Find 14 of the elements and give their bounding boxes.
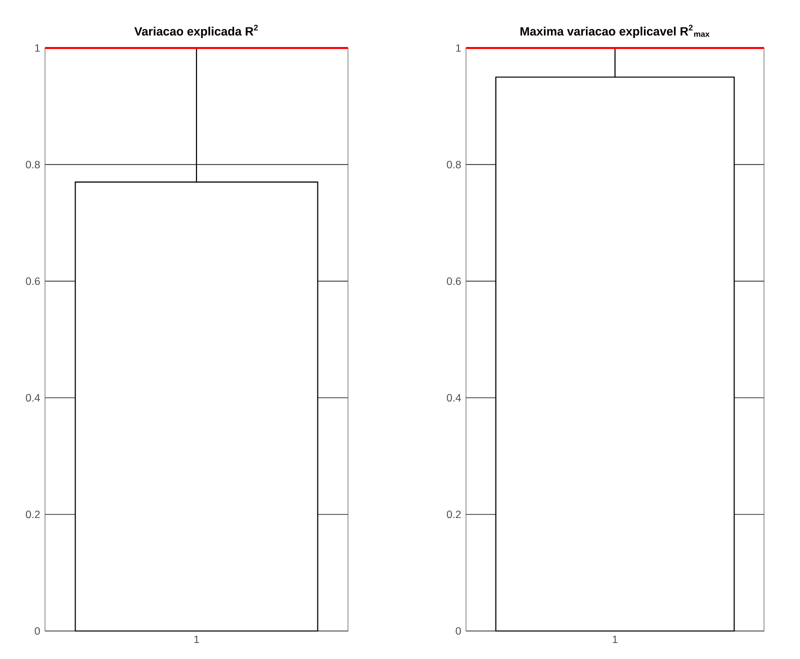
y-tick-label: 0.2 [446,510,461,518]
y-tick-label: 0.2 [26,510,40,518]
chart-title: Maxima variacao explicavel R$^{2}$max [520,24,710,38]
y-tick-label: 0 [34,627,40,635]
y-tick-label: 0.4 [446,394,461,402]
y-tick-label: 0.4 [26,394,40,402]
y-tick-label: 0.6 [26,277,40,285]
y-tick-label: 0.6 [446,277,461,285]
y-tick-label: 0 [456,627,461,635]
y-tick-label: 1 [35,44,40,52]
chart-title: Variacao explicada R$^{2}$ [134,24,258,38]
y-tick-label: 0.8 [446,160,461,168]
y-tick-label: 1 [456,44,461,52]
y-tick-label: 0.8 [26,160,40,168]
